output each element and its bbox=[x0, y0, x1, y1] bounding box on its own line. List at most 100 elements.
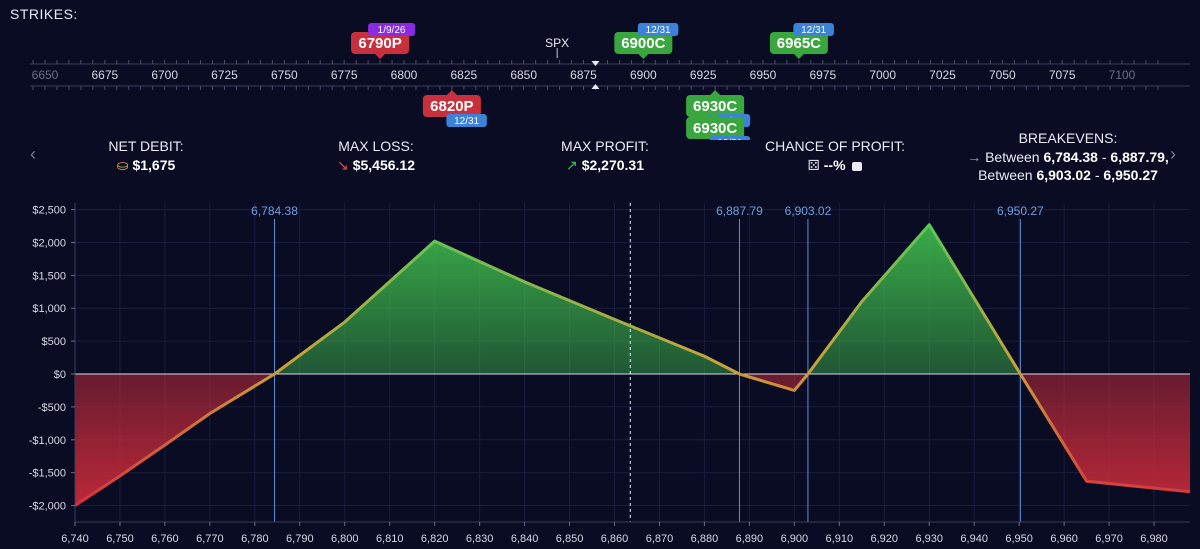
strike-tag-box[interactable] bbox=[614, 32, 673, 54]
x-tick-label: 6,820 bbox=[421, 533, 449, 545]
breakeven-range-2: Between 6,903.02 - 6,950.27 bbox=[948, 167, 1188, 183]
strike-tag-pointer bbox=[793, 54, 804, 59]
strike-tag-pointer bbox=[375, 54, 386, 59]
x-tick-label: 6,890 bbox=[736, 533, 764, 545]
arrow-right-icon: → bbox=[967, 149, 982, 165]
strike-tag-pointer bbox=[710, 112, 721, 117]
max-profit-value-row: ↗ $2,270.31 bbox=[545, 157, 665, 174]
expiry-badge bbox=[637, 23, 679, 36]
max-loss-value: $5,456.12 bbox=[352, 157, 416, 173]
x-tick-label: 6,830 bbox=[466, 533, 494, 545]
x-tick-label: 6,900 bbox=[781, 533, 809, 545]
y-tick-label: $1,000 bbox=[32, 303, 66, 315]
x-tick-label: 6,860 bbox=[601, 533, 629, 545]
x-tick-label: 6,850 bbox=[556, 533, 584, 545]
strike-tag-6930c[interactable]: 6930C12/31 bbox=[686, 112, 751, 140]
breakeven-1-high: 6,887.79, bbox=[1110, 149, 1169, 165]
ruler-tick-label: 6800 bbox=[391, 68, 418, 82]
loss-area bbox=[75, 374, 1190, 506]
ruler-tick-label: 6925 bbox=[690, 68, 717, 82]
ruler-tick-label: 6750 bbox=[271, 68, 298, 82]
y-tick-label: $1,500 bbox=[32, 270, 66, 282]
ruler-tick-label: 7050 bbox=[989, 68, 1016, 82]
max-profit-label: MAX PROFIT: bbox=[561, 138, 649, 154]
max-loss-label: MAX LOSS: bbox=[338, 138, 414, 154]
max-profit-stat: MAX PROFIT: ↗ $2,270.31 bbox=[545, 138, 665, 174]
breakeven-2-sep: - bbox=[1090, 167, 1104, 183]
x-tick-label: 6,870 bbox=[646, 533, 674, 545]
strike-tag-pointer bbox=[446, 90, 457, 95]
strike-tag-box[interactable] bbox=[686, 95, 745, 117]
breakeven-2-prefix: Between bbox=[978, 167, 1037, 183]
strike-tag-box[interactable] bbox=[351, 32, 410, 54]
y-tick-label: -$1,000 bbox=[29, 435, 66, 447]
expiry-badge-label: 12/31 bbox=[646, 25, 671, 36]
strike-tag-label: 6930C bbox=[693, 98, 737, 115]
price-marker-top bbox=[591, 61, 600, 66]
y-tick-label: -$2,000 bbox=[29, 501, 66, 513]
net-debit-value-row: ⛀ $1,675 bbox=[86, 157, 206, 174]
x-tick-label: 6,810 bbox=[376, 533, 404, 545]
chance-of-profit-stat: CHANCE OF PROFIT: ⚄ --% bbox=[760, 138, 910, 174]
ruler-tick-label: 6675 bbox=[91, 68, 118, 82]
strike-tag-box[interactable] bbox=[769, 32, 828, 54]
ruler-tick-label: 6775 bbox=[331, 68, 358, 82]
y-tick-label: $2,000 bbox=[32, 237, 66, 249]
ruler-tick-label: 6825 bbox=[450, 68, 477, 82]
arrow-up-right-icon: ↗ bbox=[565, 157, 578, 173]
next-arrow-icon[interactable]: › bbox=[1170, 144, 1176, 164]
lock-icon[interactable] bbox=[852, 162, 863, 171]
x-tick-label: 6,840 bbox=[511, 533, 539, 545]
max-loss-stat: MAX LOSS: ↘ $5,456.12 bbox=[316, 138, 436, 174]
x-tick-label: 6,910 bbox=[826, 533, 854, 545]
chance-value-row: ⚄ --% bbox=[760, 157, 910, 174]
breakeven-label: 6,887.79 bbox=[716, 204, 763, 218]
x-tick-label: 6,950 bbox=[1005, 533, 1033, 545]
x-tick-label: 6,750 bbox=[106, 533, 134, 545]
breakeven-2-low: 6,903.02 bbox=[1036, 167, 1091, 183]
ruler-tick-label: 6950 bbox=[750, 68, 777, 82]
breakeven-label: 6,903.02 bbox=[785, 204, 832, 218]
expiry-badge bbox=[446, 114, 487, 127]
x-tick-label: 6,980 bbox=[1140, 533, 1168, 545]
x-tick-label: 6,970 bbox=[1095, 533, 1123, 545]
x-tick-label: 6,790 bbox=[286, 533, 314, 545]
strike-tag-box[interactable] bbox=[686, 117, 745, 139]
breakeven-range-1: → Between 6,784.38 - 6,887.79, bbox=[948, 149, 1188, 165]
ruler-tick-label: 6725 bbox=[211, 68, 238, 82]
prev-arrow-icon[interactable]: ‹ bbox=[30, 144, 36, 164]
x-tick-label: 6,740 bbox=[61, 533, 89, 545]
ruler-tick-label: 7075 bbox=[1049, 68, 1076, 82]
strike-tag-label: 6790P bbox=[358, 35, 401, 52]
stats-bar: ‹ NET DEBIT: ⛀ $1,675 MAX LOSS: ↘ $5,456.1… bbox=[0, 130, 1200, 190]
expiry-badge bbox=[368, 23, 416, 36]
coins-icon: ⛀ bbox=[116, 157, 129, 173]
profit-area bbox=[75, 224, 1190, 375]
max-loss-value-row: ↘ $5,456.12 bbox=[316, 157, 436, 174]
x-tick-label: 6,780 bbox=[241, 533, 269, 545]
x-tick-label: 6,880 bbox=[691, 533, 719, 545]
y-tick-label: $2,500 bbox=[32, 205, 66, 217]
strike-tag-pointer bbox=[710, 90, 721, 95]
payoff-chart[interactable]: 6,784.38 6,887.79 6,903.02 6,950.27 $2,500 $2… bbox=[0, 195, 1200, 549]
x-tick-label: 6,960 bbox=[1050, 533, 1078, 545]
ruler-tick-label: 7000 bbox=[869, 68, 896, 82]
x-tick-label: 6,800 bbox=[331, 533, 359, 545]
y-tick-label: $500 bbox=[42, 336, 66, 348]
ruler-tick-label: 6975 bbox=[809, 68, 836, 82]
x-tick-label: 6,940 bbox=[960, 533, 988, 545]
breakeven-2-high: 6,950.27 bbox=[1103, 167, 1158, 183]
ruler-tick-label: 7025 bbox=[929, 68, 956, 82]
y-tick-label: $0 bbox=[54, 369, 66, 381]
strike-ruler[interactable]: 6650 6675 6700 6725 6750 6775 6800 6825 6850 6875… bbox=[0, 0, 1200, 140]
dice-icon: ⚄ bbox=[807, 157, 820, 173]
x-tick-label: 6,760 bbox=[151, 533, 179, 545]
ruler-tick-label: 6700 bbox=[151, 68, 178, 82]
breakeven-1-prefix: Between bbox=[985, 149, 1044, 165]
strike-tag-box[interactable] bbox=[422, 95, 481, 117]
payoff-line[interactable] bbox=[74, 223, 1191, 507]
